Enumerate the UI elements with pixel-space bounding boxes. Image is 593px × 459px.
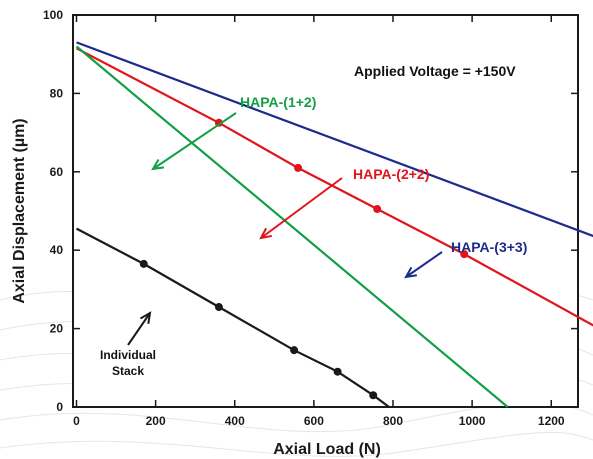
data-point [369, 391, 377, 399]
y-tick-label: 0 [56, 400, 63, 414]
data-point [294, 164, 302, 172]
label-individual-stack-line1: Individual [100, 348, 156, 362]
y-axis-title: Axial Displacement (µm) [11, 118, 28, 303]
voltage-annotation: Applied Voltage = +150V [354, 63, 516, 79]
x-axis-title: Axial Load (N) [273, 441, 381, 458]
label-hapa-1-2: HAPA-(1+2) [240, 94, 316, 110]
x-tick-label: 400 [225, 414, 245, 428]
y-tick-label: 40 [50, 243, 64, 257]
y-tick-label: 60 [50, 165, 64, 179]
label-hapa-2-2: HAPA-(2+2) [353, 166, 429, 182]
data-point [334, 368, 342, 376]
y-tick-label: 80 [50, 86, 64, 100]
y-tick-label: 100 [43, 8, 63, 22]
x-tick-label: 800 [383, 414, 403, 428]
y-tick-label: 20 [50, 322, 64, 336]
x-tick-label: 200 [146, 414, 166, 428]
label-hapa-3-3: HAPA-(3+3) [451, 239, 527, 255]
x-tick-label: 600 [304, 414, 324, 428]
data-point [373, 205, 381, 213]
x-tick-label: 1200 [538, 414, 565, 428]
label-individual-stack-line2: Stack [112, 364, 144, 378]
x-tick-label: 0 [73, 414, 80, 428]
data-point [215, 303, 223, 311]
data-point [140, 260, 148, 268]
x-tick-label: 1000 [459, 414, 486, 428]
data-point [290, 346, 298, 354]
